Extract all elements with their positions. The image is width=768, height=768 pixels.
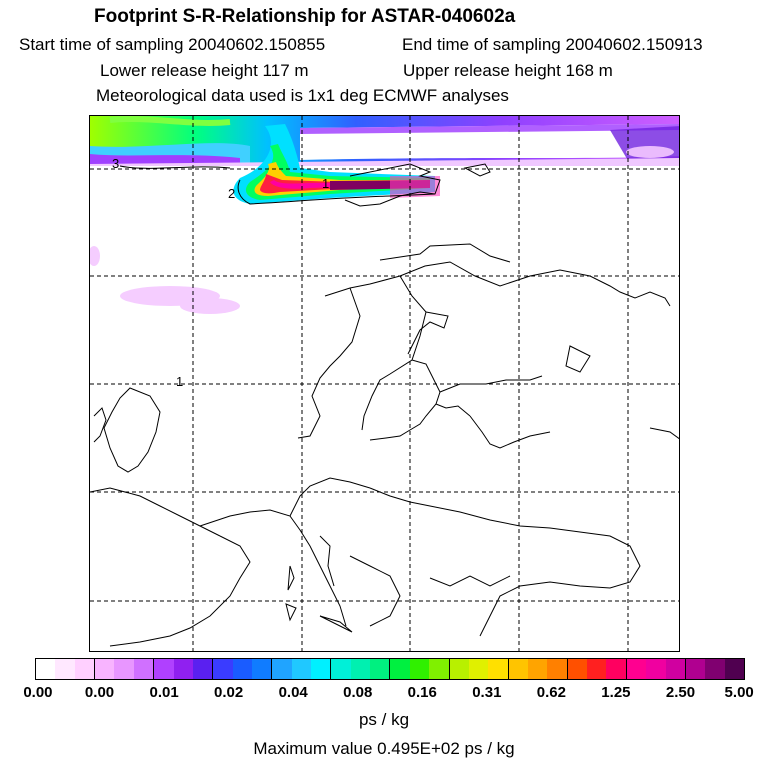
colorbar-segment: [153, 659, 174, 679]
graticule: [90, 116, 679, 651]
colorbar-tick-label: 0.04: [278, 684, 308, 701]
colorbar-segment: [429, 659, 449, 679]
coastlines: [90, 163, 679, 647]
colorbar-segment: [94, 659, 115, 679]
colorbar-tick-label: 0.01: [149, 684, 179, 701]
contour-labels: 3 2 1 1: [112, 156, 329, 389]
contour-label-3: 3: [112, 156, 119, 171]
contour-label-1b: 1: [176, 374, 183, 389]
colorbar-segment: [74, 659, 95, 679]
colorbar-tick-label: 0.02: [214, 684, 244, 701]
colorbar-segment: [409, 659, 430, 679]
colorbar-tick-label: 0.31: [472, 684, 502, 701]
colorbar-segment: [212, 659, 233, 679]
colorbar-segment: [527, 659, 548, 679]
colorbar-segment: [389, 659, 410, 679]
colorbar-tick-label: 0.00: [23, 684, 53, 701]
contour-label-1a: 1: [322, 176, 329, 191]
colorbar-tick-label: 0.62: [536, 684, 566, 701]
colorbar-segment: [291, 659, 312, 679]
colorbar-tick-label: 5.00: [724, 684, 754, 701]
colorbar-segment: [566, 659, 588, 679]
colorbar-segment: [251, 659, 272, 679]
start-time-text: Start time of sampling 20040602.150855: [19, 35, 326, 54]
maximum-value-text: Maximum value 0.495E+02 ps / kg: [253, 739, 515, 758]
colorbar-tick-label: 0.16: [407, 684, 437, 701]
colorbar-segment: [587, 659, 607, 679]
colorbar-tick-label: 2.50: [665, 684, 696, 701]
colorbar-segment: [192, 659, 213, 679]
colorbar-segment: [55, 659, 75, 679]
colorbar-segment: [232, 659, 252, 679]
colorbar-segment: [114, 659, 134, 679]
faint-concentration-patches: [90, 146, 674, 314]
colorbar-segment: [625, 659, 647, 679]
footprint-map: 3 2 1 1: [89, 115, 680, 652]
units-label: ps / kg: [358, 710, 410, 729]
colorbar-segment: [705, 659, 725, 679]
colorbar-segment: [370, 659, 390, 679]
lower-height-text: Lower release height 117 m: [100, 61, 309, 80]
map-title: Footprint S-R-Relationship for ASTAR-040…: [94, 6, 516, 27]
colorbar-tick-label: 1.25: [601, 684, 631, 701]
met-data-text: Meteorological data used is 1x1 deg ECMW…: [96, 86, 509, 105]
colorbar-segment: [724, 659, 744, 679]
end-time-text: End time of sampling 20040602.150913: [402, 35, 703, 54]
colorbar-segment: [271, 659, 292, 679]
colorbar-segment: [133, 659, 154, 679]
colorbar-tick-label: 0.08: [343, 684, 373, 701]
colorbar-segment: [311, 659, 331, 679]
colorbar-segment: [547, 659, 567, 679]
plume-band: [90, 116, 679, 170]
colorbar-segment: [468, 659, 489, 679]
colorbar-segment: [507, 659, 528, 679]
colorbar-segment: [646, 659, 666, 679]
colorbar-segment: [488, 659, 508, 679]
colorbar: [35, 658, 745, 680]
colorbar-segment: [173, 659, 193, 679]
contour-label-2: 2: [228, 186, 235, 201]
map-canvas: 3 2 1 1: [90, 116, 679, 651]
colorbar-segment: [330, 659, 351, 679]
colorbar-segment: [665, 659, 685, 679]
upper-height-text: Upper release height 168 m: [403, 61, 613, 80]
colorbar-segment: [606, 659, 626, 679]
colorbar-segment: [684, 659, 706, 679]
contour-lines: [119, 165, 436, 205]
colorbar-segment: [448, 659, 469, 679]
colorbar-segment: [350, 659, 371, 679]
colorbar-tick-label: 0.00: [84, 684, 115, 701]
colorbar-segment: [36, 659, 56, 679]
